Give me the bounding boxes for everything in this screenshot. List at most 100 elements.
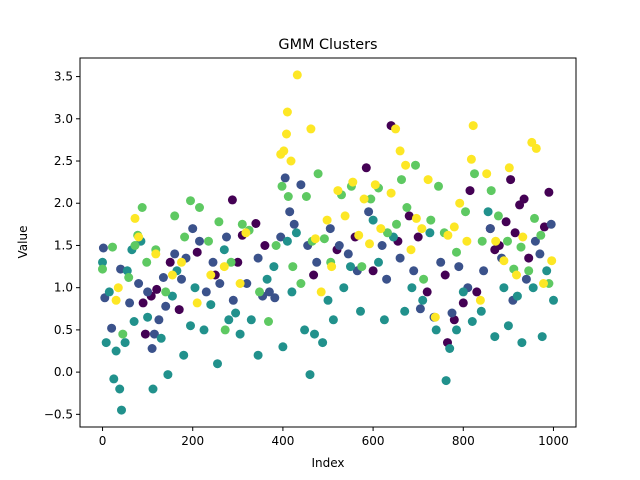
cluster-0-point <box>506 175 516 185</box>
cluster-3-point <box>301 192 311 201</box>
cluster-4-point <box>411 213 421 223</box>
cluster-3-point <box>237 219 247 229</box>
plot-frame <box>79 57 577 428</box>
cluster-3-point <box>516 242 526 252</box>
cluster-2-point <box>418 295 428 305</box>
cluster-0-point <box>544 187 554 197</box>
cluster-3-point <box>195 203 204 212</box>
cluster-3-point <box>493 211 503 221</box>
cluster-1-point <box>415 304 425 314</box>
cluster-3-point <box>357 262 367 272</box>
cluster-2-point <box>528 283 538 293</box>
cluster-2-point <box>246 315 256 325</box>
cluster-4-point <box>130 213 140 223</box>
cluster-3-point <box>419 274 429 284</box>
y-tick-label: 1.0 <box>54 281 73 295</box>
cluster-3-point <box>271 241 281 250</box>
cluster-4-point <box>306 124 316 134</box>
cluster-1-point <box>447 308 457 318</box>
cluster-1-point <box>222 232 231 242</box>
cluster-2-point <box>253 350 263 360</box>
cluster-2-point <box>120 338 130 348</box>
cluster-0-point <box>309 270 319 280</box>
cluster-2-point <box>148 384 158 394</box>
y-axis-label: Value <box>16 226 30 259</box>
cluster-1-point <box>395 253 405 263</box>
cluster-2-point <box>101 338 111 348</box>
cluster-1-point <box>195 236 204 246</box>
cluster-1-point <box>147 344 157 353</box>
cluster-0-point <box>458 298 468 308</box>
cluster-1-point <box>285 207 295 217</box>
cluster-3-point <box>524 266 534 276</box>
cluster-3-point <box>477 236 487 246</box>
cluster-2-point <box>129 317 139 326</box>
cluster-3-point <box>170 211 180 221</box>
cluster-4-point <box>539 279 548 288</box>
cluster-2-point <box>425 228 435 238</box>
cluster-3-point <box>180 232 190 242</box>
cluster-0-point <box>233 257 243 267</box>
x-axis-ticks: 0 200 400 600 800 1000 <box>99 427 569 448</box>
cluster-4-point <box>391 124 401 134</box>
cluster-1-point <box>270 293 280 303</box>
cluster-4-point <box>322 215 332 225</box>
cluster-3-point <box>142 257 152 267</box>
y-tick-label: 1.5 <box>54 238 73 252</box>
cluster-0-point <box>422 287 432 297</box>
y-tick-label: 0.0 <box>54 365 73 379</box>
cluster-2-point <box>122 266 132 276</box>
cluster-2-point <box>269 262 279 272</box>
cluster-2-point <box>549 295 558 305</box>
cluster-4-point <box>491 236 501 246</box>
cluster-2-point <box>224 315 234 325</box>
x-axis-label: Index <box>311 456 344 470</box>
cluster-1-point <box>188 224 198 234</box>
cluster-4-point <box>547 256 557 266</box>
cluster-2-point <box>231 308 241 318</box>
cluster-2-point <box>143 312 153 322</box>
cluster-2-point <box>213 359 222 369</box>
cluster-4-point <box>282 129 291 139</box>
cluster-2-point <box>490 332 500 342</box>
cluster-3-point <box>503 236 512 246</box>
cluster-3-point <box>204 236 213 246</box>
cluster-4-point <box>370 180 380 190</box>
cluster-2-point <box>379 315 389 325</box>
cluster-2-point <box>262 274 272 284</box>
cluster-2-point <box>98 257 107 267</box>
x-tick-label: 600 <box>362 434 385 448</box>
cluster-1-point <box>535 249 545 259</box>
cluster-3-point <box>402 203 412 212</box>
cluster-1-point <box>521 274 531 284</box>
cluster-4-point <box>475 295 485 305</box>
cluster-1-point <box>264 287 274 297</box>
cluster-4-point <box>111 295 121 305</box>
cluster-2-point <box>219 245 229 255</box>
cluster-2-point <box>374 257 383 267</box>
cluster-1-point <box>242 279 252 288</box>
cluster-1-point <box>454 262 464 272</box>
cluster-2-point <box>235 329 245 339</box>
cluster-2-point <box>104 287 114 297</box>
cluster-2-point <box>431 325 441 335</box>
cluster-0-point <box>227 195 237 205</box>
cluster-3-point <box>130 241 140 250</box>
cluster-1-point <box>158 273 168 282</box>
cluster-3-point <box>108 242 117 252</box>
cluster-2-point <box>476 306 486 316</box>
cluster-1-point <box>546 219 556 229</box>
cluster-3-point <box>283 192 293 201</box>
cluster-2-point <box>111 346 121 356</box>
cluster-1-point <box>364 207 374 217</box>
cluster-4-point <box>423 175 433 185</box>
cluster-2-point <box>109 374 119 384</box>
cluster-2-point <box>167 291 177 301</box>
cluster-3-point <box>383 228 392 238</box>
cluster-1-point <box>154 315 164 325</box>
cluster-1-point <box>170 249 180 259</box>
cluster-0-point <box>192 247 202 257</box>
cluster-1-point <box>215 279 225 288</box>
cluster-4-point <box>235 279 245 288</box>
cluster-4-point <box>354 230 364 240</box>
